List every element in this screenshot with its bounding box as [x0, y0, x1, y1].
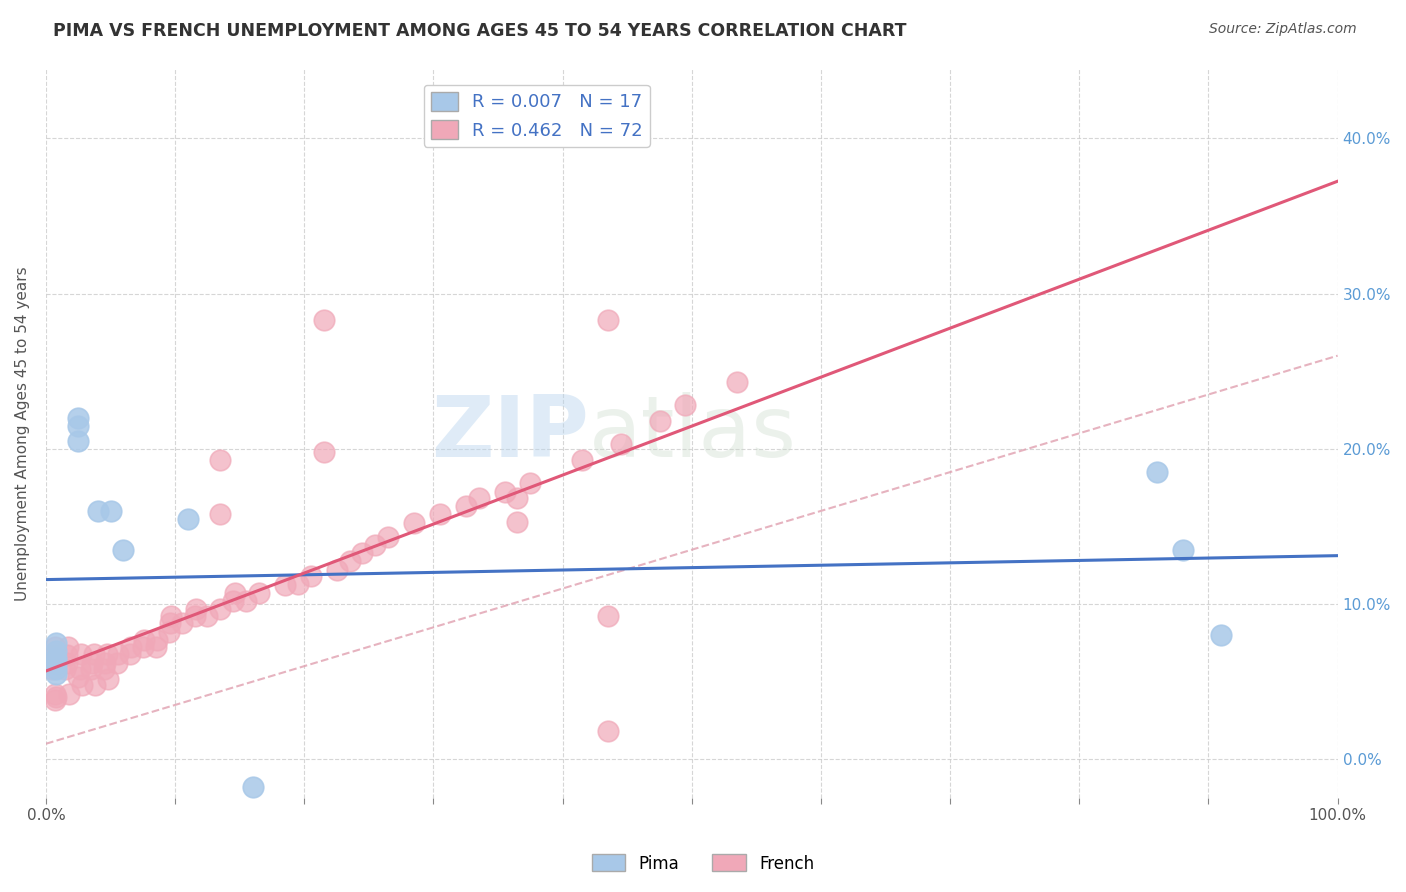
Text: atlas: atlas — [589, 392, 796, 475]
Point — [364, 538, 387, 552]
Point — [41, 655, 63, 669]
Point — [96, 647, 118, 661]
Point — [53, 662, 76, 676]
Point — [82, 656, 104, 670]
Point — [58, 687, 80, 701]
Point — [184, 601, 207, 615]
Point — [352, 546, 374, 560]
Point — [235, 594, 257, 608]
Point — [45, 636, 67, 650]
Point — [120, 640, 142, 655]
Point — [105, 656, 128, 670]
Point — [339, 553, 361, 567]
Point — [55, 656, 77, 670]
Point — [67, 670, 90, 684]
Point — [45, 666, 67, 681]
Point — [467, 491, 489, 506]
Point — [55, 648, 77, 663]
Point — [183, 609, 205, 624]
Point — [107, 647, 129, 661]
Point — [506, 515, 529, 529]
Point — [429, 507, 451, 521]
Point — [145, 640, 167, 655]
Point — [242, 780, 264, 795]
Point — [596, 724, 619, 739]
Text: Source: ZipAtlas.com: Source: ZipAtlas.com — [1209, 22, 1357, 37]
Point — [312, 313, 335, 327]
Text: ZIP: ZIP — [430, 392, 589, 475]
Point — [45, 651, 67, 665]
Point — [134, 632, 156, 647]
Point — [45, 690, 67, 705]
Point — [44, 640, 66, 655]
Legend: Pima, French: Pima, French — [585, 847, 821, 880]
Point — [157, 624, 180, 639]
Point — [93, 662, 115, 676]
Point — [44, 687, 66, 701]
Point — [596, 609, 619, 624]
Point — [506, 491, 529, 506]
Text: PIMA VS FRENCH UNEMPLOYMENT AMONG AGES 45 TO 54 YEARS CORRELATION CHART: PIMA VS FRENCH UNEMPLOYMENT AMONG AGES 4… — [53, 22, 907, 40]
Point — [209, 507, 232, 521]
Point — [209, 601, 232, 615]
Point — [67, 434, 90, 448]
Point — [222, 594, 245, 608]
Point — [209, 452, 232, 467]
Point — [42, 648, 65, 663]
Point — [56, 640, 79, 655]
Point — [44, 693, 66, 707]
Point — [404, 516, 426, 531]
Point — [67, 410, 90, 425]
Point — [287, 577, 309, 591]
Point — [312, 445, 335, 459]
Point — [41, 662, 63, 676]
Legend: R = 0.007   N = 17, R = 0.462   N = 72: R = 0.007 N = 17, R = 0.462 N = 72 — [423, 85, 650, 147]
Point — [84, 678, 107, 692]
Point — [45, 656, 67, 670]
Point — [83, 647, 105, 661]
Point — [648, 414, 671, 428]
Point — [610, 437, 633, 451]
Point — [70, 647, 93, 661]
Point — [97, 672, 120, 686]
Point — [67, 418, 90, 433]
Point — [146, 632, 169, 647]
Point — [494, 485, 516, 500]
Point — [45, 662, 67, 676]
Point — [377, 530, 399, 544]
Point — [1171, 542, 1194, 557]
Y-axis label: Unemployment Among Ages 45 to 54 years: Unemployment Among Ages 45 to 54 years — [15, 266, 30, 600]
Point — [45, 643, 67, 657]
Point — [159, 615, 181, 630]
Point — [70, 678, 93, 692]
Point — [1146, 465, 1168, 479]
Point — [197, 609, 219, 624]
Point — [454, 500, 477, 514]
Point — [170, 615, 193, 630]
Point — [519, 475, 541, 490]
Point — [247, 586, 270, 600]
Point — [80, 662, 103, 676]
Point — [177, 511, 200, 525]
Point — [725, 375, 748, 389]
Point — [596, 313, 619, 327]
Point — [274, 578, 297, 592]
Point — [118, 647, 141, 661]
Point — [86, 504, 108, 518]
Point — [571, 452, 593, 467]
Point — [325, 563, 347, 577]
Point — [132, 640, 155, 655]
Point — [299, 569, 322, 583]
Point — [94, 656, 117, 670]
Point — [100, 504, 122, 518]
Point — [112, 542, 135, 557]
Point — [224, 586, 246, 600]
Point — [160, 609, 183, 624]
Point — [673, 398, 696, 412]
Point — [1211, 628, 1233, 642]
Point — [69, 662, 91, 676]
